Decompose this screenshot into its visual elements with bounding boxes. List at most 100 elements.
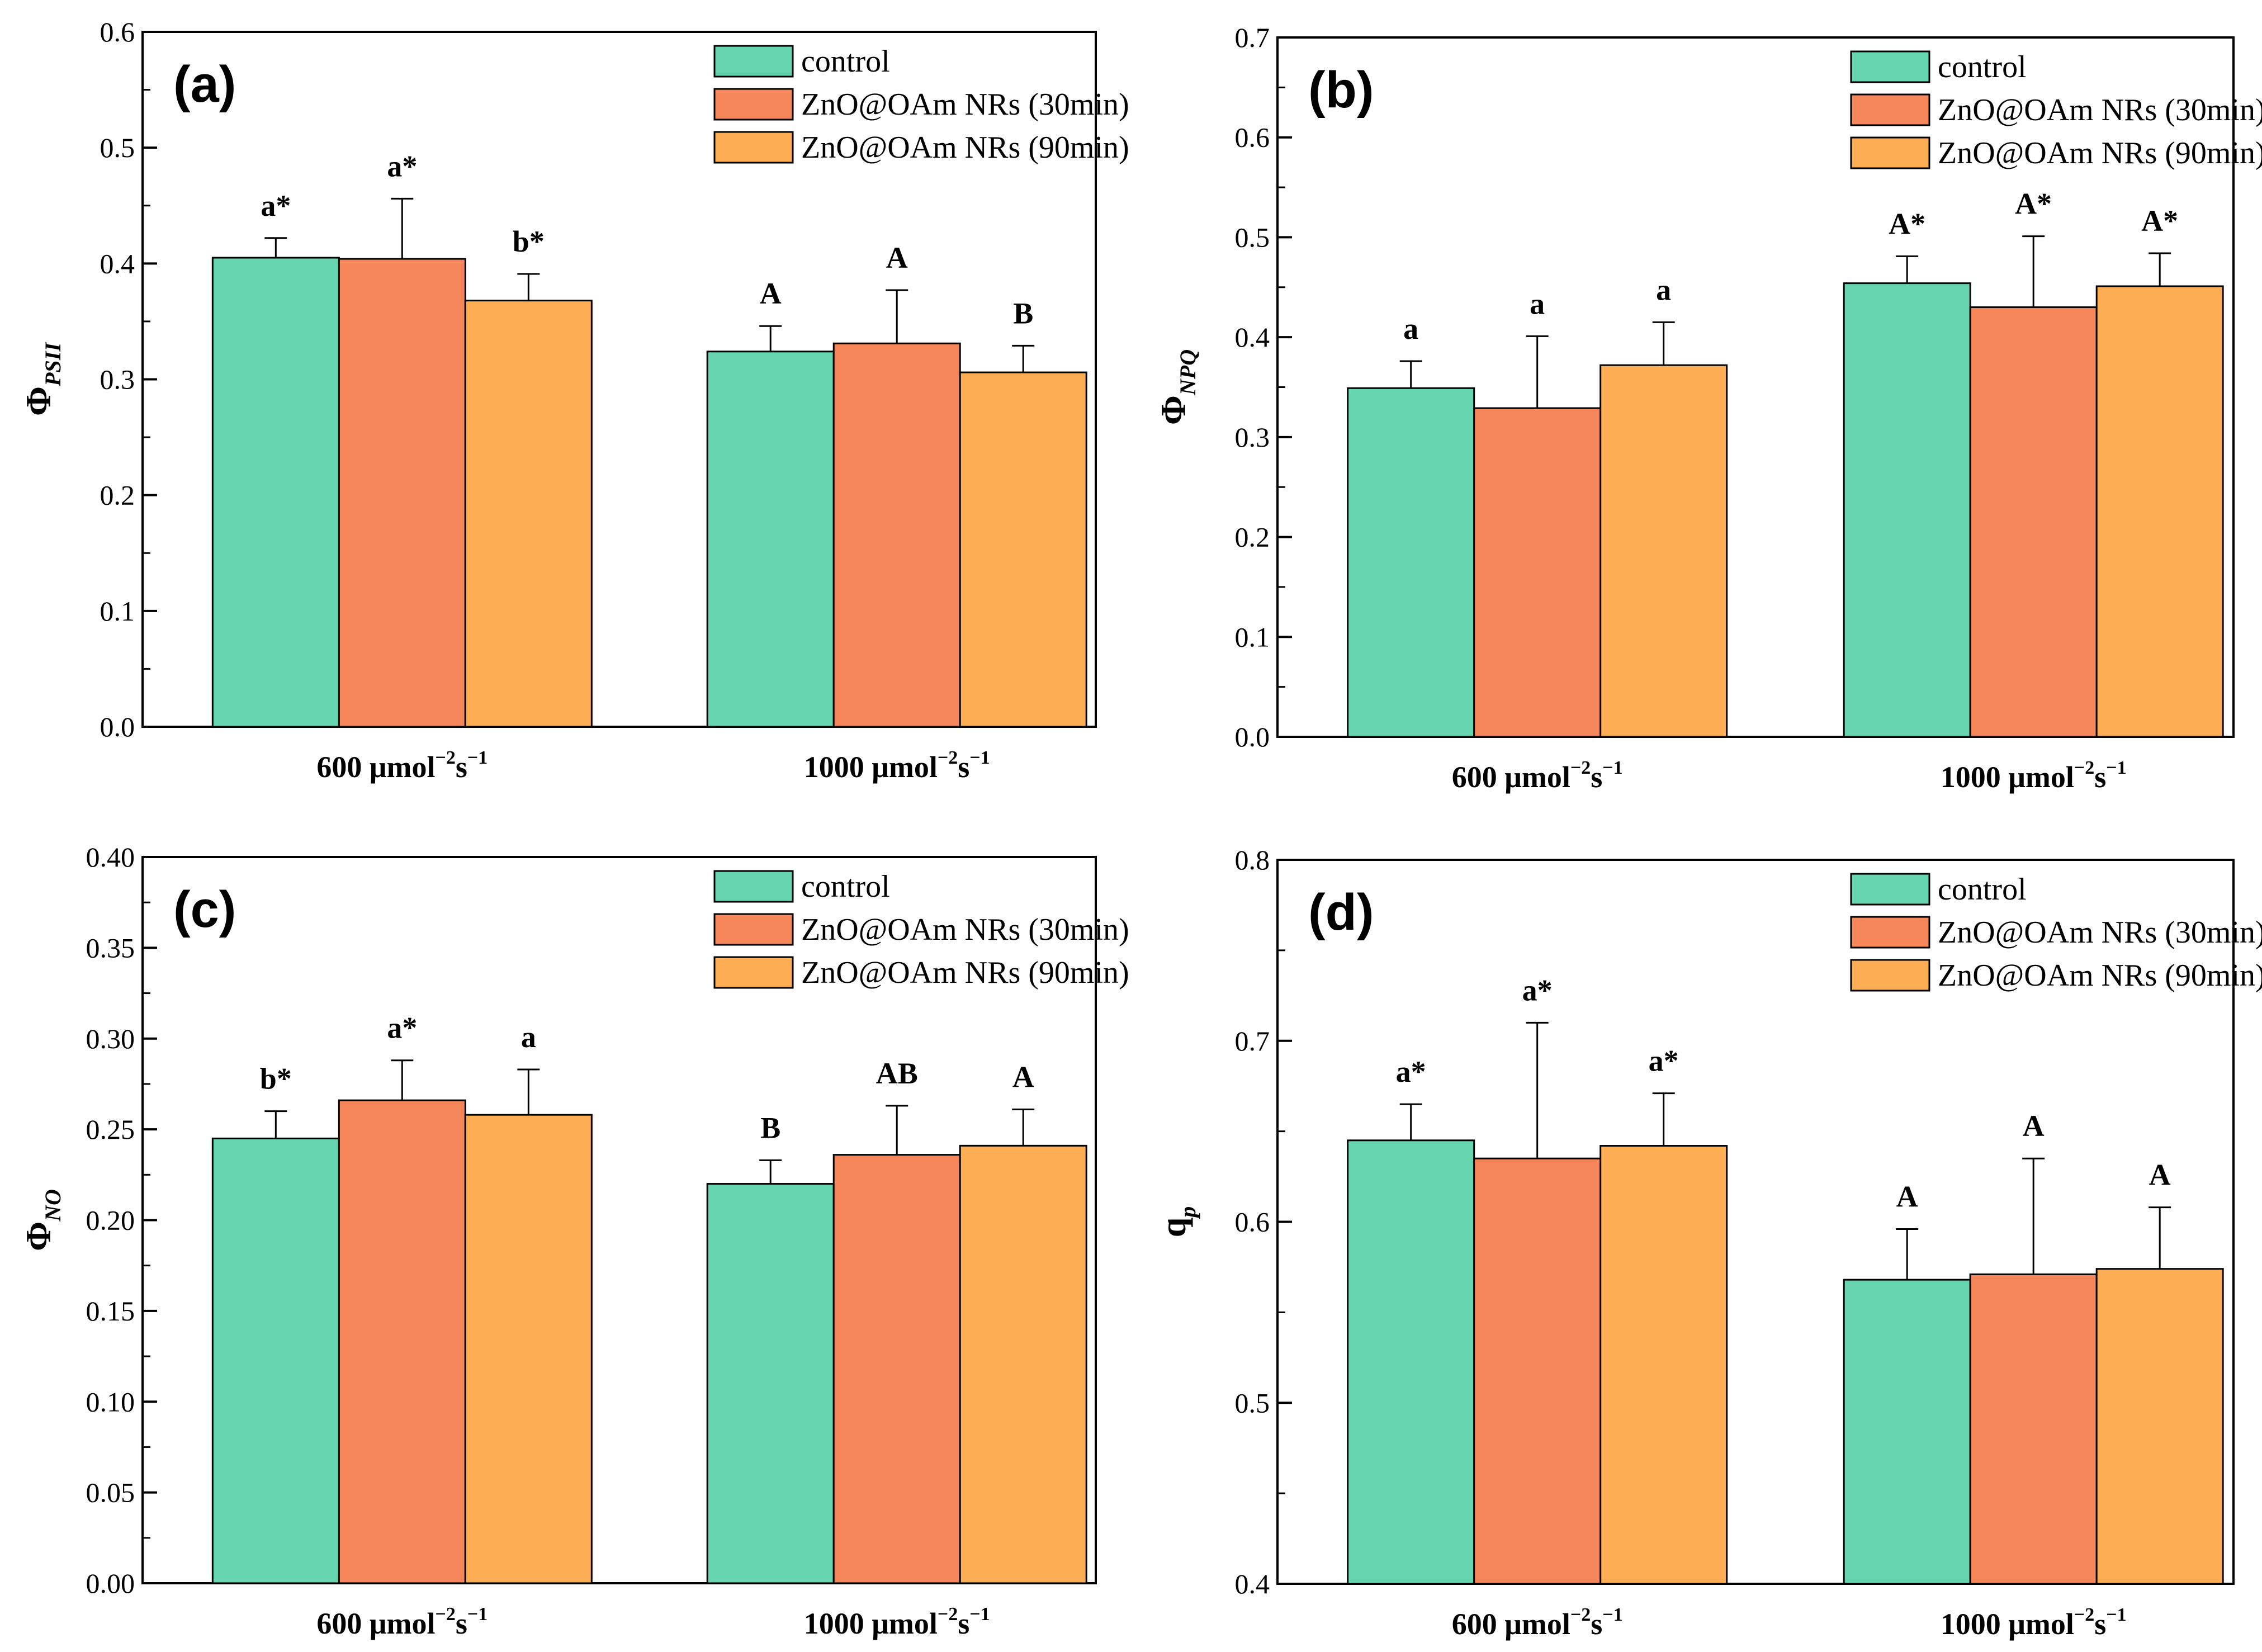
- x-category-label: 1000 μmol−2s−1: [1941, 758, 2127, 794]
- bar-zno30: [1969, 306, 2098, 738]
- y-tick-label: 0.4: [1235, 1568, 1270, 1599]
- x-category-main: 1000 μmol: [1941, 1607, 2074, 1641]
- legend-swatch: [1850, 136, 1930, 169]
- x-category-label: 1000 μmol−2s−1: [1941, 1604, 2127, 1641]
- bar-control: [1843, 282, 1971, 738]
- legend-swatch: [1850, 959, 1930, 992]
- y-tick-label: 0.5: [1235, 1387, 1270, 1418]
- bar-zno30: [1473, 1157, 1602, 1585]
- y-axis-label: ΦNPQ: [1153, 349, 1200, 425]
- significance-label: a*: [1396, 1055, 1426, 1088]
- legend-swatch: [713, 131, 794, 164]
- y-axis-label-main: Φ: [18, 1222, 58, 1251]
- bar-zno30: [832, 342, 961, 728]
- significance-label: A: [760, 277, 782, 310]
- legend-label: control: [1938, 872, 2027, 907]
- y-axis-label-main: q: [1153, 1218, 1193, 1238]
- significance-label: AB: [876, 1057, 918, 1090]
- y-axis-label: ΦPSII: [18, 342, 65, 416]
- x-category-main: 1000 μmol: [1941, 760, 2074, 794]
- legend-label: ZnO@OAm NRs (90min): [1938, 136, 2262, 171]
- bar-zno90: [959, 371, 1087, 728]
- significance-label: A: [2149, 1158, 2171, 1192]
- y-axis-label-main: Φ: [18, 386, 58, 416]
- significance-label: a: [521, 1020, 536, 1054]
- y-tick-label: 0.30: [86, 1023, 135, 1054]
- x-category-sup: −2: [2074, 1604, 2094, 1625]
- x-category-sup2: −1: [467, 747, 488, 768]
- bar-zno30: [1473, 407, 1602, 738]
- y-tick-label: 0.25: [86, 1114, 135, 1145]
- legend-label: control: [1938, 50, 2027, 84]
- x-category-mid: s: [1591, 760, 1602, 794]
- significance-label: a: [1403, 312, 1418, 345]
- significance-label: B: [1013, 296, 1033, 330]
- x-category-label: 1000 μmol−2s−1: [804, 1604, 990, 1640]
- significance-label: b*: [260, 1062, 292, 1096]
- legend-swatch: [1850, 93, 1930, 126]
- x-category-mid: s: [456, 750, 467, 784]
- significance-label: B: [760, 1111, 780, 1144]
- y-axis-label-sub: PSII: [40, 342, 65, 387]
- y-tick-label: 0.2: [1235, 522, 1270, 553]
- bar-control: [1347, 387, 1475, 738]
- y-axis-label-sub: NO: [40, 1189, 65, 1222]
- panel-label: (b): [1308, 61, 1374, 119]
- significance-label: A: [2023, 1109, 2045, 1143]
- y-tick-label: 0.8: [1235, 844, 1270, 875]
- x-category-label: 600 μmol−2s−1: [1452, 758, 1623, 794]
- significance-label: A: [1896, 1180, 1918, 1213]
- bar-zno30: [1969, 1273, 2098, 1585]
- x-category-sup2: −1: [2106, 758, 2126, 778]
- x-category-sup2: −1: [969, 1604, 990, 1625]
- x-category-sup2: −1: [1602, 758, 1622, 778]
- y-tick-label: 0.0: [1235, 721, 1270, 752]
- legend-swatch: [1850, 873, 1930, 906]
- y-tick-label: 0.20: [86, 1205, 135, 1236]
- x-category-mid: s: [958, 750, 969, 784]
- panel-a: 0.0 0.1 0.2 0.3 0.4 0.5 0.6 ΦPSII a* a* b* 600 μmol…: [18, 16, 1129, 784]
- y-tick-label: 0.6: [1235, 1206, 1270, 1238]
- y-tick-label: 0.35: [86, 932, 135, 963]
- x-category-label: 1000 μmol−2s−1: [804, 747, 990, 784]
- panel-label: (a): [173, 56, 236, 113]
- significance-label: a*: [387, 1011, 417, 1045]
- x-category-mid: s: [1591, 1607, 1602, 1641]
- x-category-mid: s: [456, 1607, 467, 1640]
- x-category-sup2: −1: [467, 1604, 488, 1625]
- bar-zno90: [1600, 364, 1728, 738]
- y-axis-label-sub: p: [1175, 1206, 1200, 1219]
- bar-zno90: [2095, 1268, 2224, 1585]
- y-tick-label: 0.5: [100, 132, 135, 163]
- x-category-mid: s: [2094, 1607, 2106, 1641]
- bar-control: [706, 1183, 835, 1584]
- x-category-main: 600 μmol: [1452, 1607, 1570, 1641]
- bar-zno90: [959, 1144, 1087, 1584]
- bar-zno90: [464, 300, 593, 728]
- y-tick-label: 0.2: [100, 480, 135, 511]
- legend-label: ZnO@OAm NRs (90min): [1938, 958, 2262, 993]
- y-tick-label: 0.1: [1235, 621, 1270, 652]
- x-category-main: 600 μmol: [316, 1607, 435, 1640]
- significance-label: a: [1656, 273, 1671, 306]
- legend-label: ZnO@OAm NRs (30min): [801, 912, 1129, 947]
- y-tick-label: 0.4: [100, 248, 135, 279]
- legend-swatch: [713, 956, 794, 989]
- y-tick-label: 0.10: [86, 1386, 135, 1417]
- x-category-label: 600 μmol−2s−1: [1452, 1604, 1623, 1641]
- legend-swatch: [713, 870, 794, 903]
- panel-c: 0.00 0.05 0.10 0.15 0.20 0.25 0.30 0.35 0.40 ΦNO b…: [18, 841, 1129, 1640]
- y-tick-label: 0.15: [86, 1295, 135, 1327]
- legend-swatch: [713, 88, 794, 121]
- significance-label: a*: [261, 189, 291, 223]
- y-tick-label: 0.00: [86, 1568, 135, 1599]
- x-category-main: 1000 μmol: [804, 1607, 938, 1640]
- y-tick-label: 0.1: [100, 595, 135, 627]
- x-category-sup: −2: [2074, 758, 2094, 778]
- x-category-main: 600 μmol: [1452, 760, 1570, 794]
- x-category-sup2: −1: [969, 747, 990, 768]
- legend-label: ZnO@OAm NRs (90min): [801, 955, 1129, 990]
- significance-label: a*: [1649, 1044, 1679, 1078]
